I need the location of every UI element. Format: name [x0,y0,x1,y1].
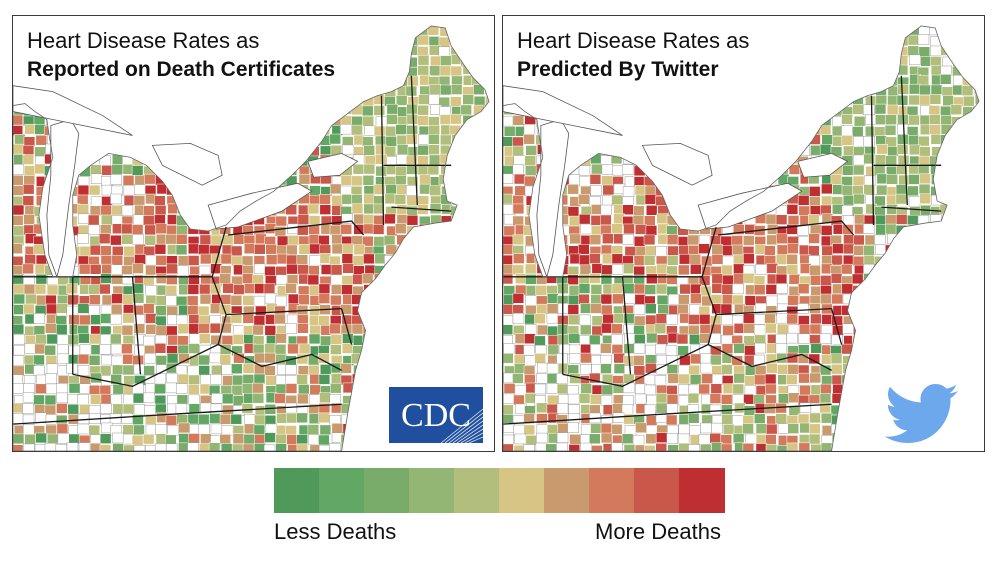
lake [46,119,80,279]
legend-swatch [409,468,455,513]
legend-swatch [274,468,320,513]
lake [151,143,223,186]
twitter-map-panel: Heart Disease Rates as Predicted By Twit… [502,15,985,452]
lake [13,85,133,136]
state-border [380,95,385,226]
state-border [707,343,832,371]
coastline [503,25,980,451]
lake [503,85,623,136]
lake [641,143,713,186]
state-border [562,226,717,278]
lake [307,152,359,178]
twitter-title-line2: Predicted By Twitter [517,58,719,81]
state-border [621,276,632,375]
state-border [131,276,142,375]
state-border [391,206,452,212]
legend-less-deaths-label: Less Deaths [274,519,397,544]
state-border [228,220,365,236]
twitter-title-line1: Heart Disease Rates as [517,28,750,53]
state-border [341,308,353,345]
twitter-map-title: Heart Disease Rates as Predicted By Twit… [517,26,749,84]
twitter-bird-icon [884,383,960,443]
lake [536,119,570,279]
state-border [881,206,942,212]
state-border [716,308,832,316]
state-border [410,75,418,206]
state-border [831,308,843,345]
state-border [718,220,855,236]
cdc-logo: CDC [389,387,483,443]
legend-more-deaths-label: More Deaths [595,519,721,544]
legend-swatch [499,468,545,513]
twitter-county-map [503,25,980,451]
state-border [226,308,342,316]
coastline [13,25,490,451]
state-border [870,95,875,226]
legend-swatch [589,468,635,513]
legend-swatch [364,468,410,513]
state-border [900,75,908,206]
cdc-map-title: Heart Disease Rates as Reported on Death… [27,26,335,84]
legend-swatch [319,468,365,513]
cdc-map-panel: Heart Disease Rates as Reported on Death… [12,15,495,452]
legend-swatch [634,468,680,513]
state-border [72,343,219,387]
cdc-county-map [13,25,490,451]
lake [797,152,849,178]
cdc-title-line2: Reported on Death Certificates [27,58,336,81]
state-border [562,343,709,387]
legend-swatch [544,468,590,513]
color-legend [274,468,725,514]
state-border [217,343,342,371]
cdc-title-line1: Heart Disease Rates as [27,28,260,53]
state-border [503,403,832,425]
svg-text:CDC: CDC [401,397,471,434]
legend-swatch [454,468,500,513]
legend-swatch [679,468,725,513]
state-border [13,403,342,425]
